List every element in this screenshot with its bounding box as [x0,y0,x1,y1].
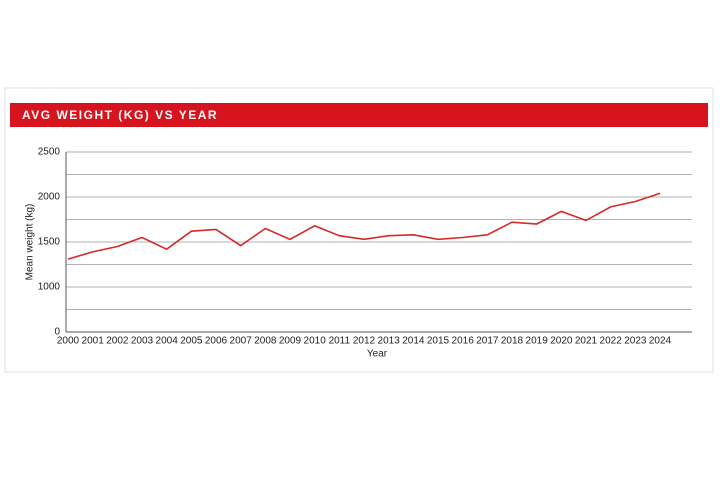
x-tick-label: 2024 [649,336,672,347]
x-axis-label: Year [367,349,388,360]
x-tick-label: 2002 [106,336,129,347]
x-tick-label: 2005 [180,336,203,347]
y-tick-label: 2000 [38,192,61,203]
x-tick-label: 2006 [205,336,228,347]
x-tick-label: 2019 [526,336,549,347]
x-tick-label: 2013 [378,336,401,347]
x-tick-label: 2012 [353,336,376,347]
x-tick-label: 2022 [600,336,623,347]
x-tick-label: 2014 [402,336,425,347]
x-tick-label: 2010 [304,336,327,347]
x-tick-label: 2023 [624,336,647,347]
x-tick-label: 2004 [156,336,179,347]
data-line [67,192,661,260]
x-tick-label: 2007 [230,336,253,347]
x-tick-label: 2008 [254,336,277,347]
x-tick-label: 2011 [329,336,351,347]
x-tick-label: 2003 [131,336,154,347]
x-tick-label: 2009 [279,336,302,347]
card [4,87,714,373]
y-tick-label: 1500 [38,237,61,248]
x-tick-label: 2020 [550,336,573,347]
title-bar [10,103,708,127]
y-tick-label: 0 [54,327,60,338]
y-tick-label: 2500 [38,147,61,158]
x-tick-label: 2000 [57,336,80,347]
y-tick-label: 1000 [38,282,61,293]
x-tick-label: 2021 [575,336,598,347]
x-tick-label: 2001 [82,336,105,347]
chart-title: AVG WEIGHT (KG) VS YEAR [22,108,218,122]
x-tick-label: 2016 [452,336,475,347]
x-tick-label: 2015 [427,336,450,347]
x-tick-label: 2017 [476,336,499,347]
x-tick-label: 2018 [501,336,524,347]
y-axis-label: Mean weight (kg) [25,204,36,281]
